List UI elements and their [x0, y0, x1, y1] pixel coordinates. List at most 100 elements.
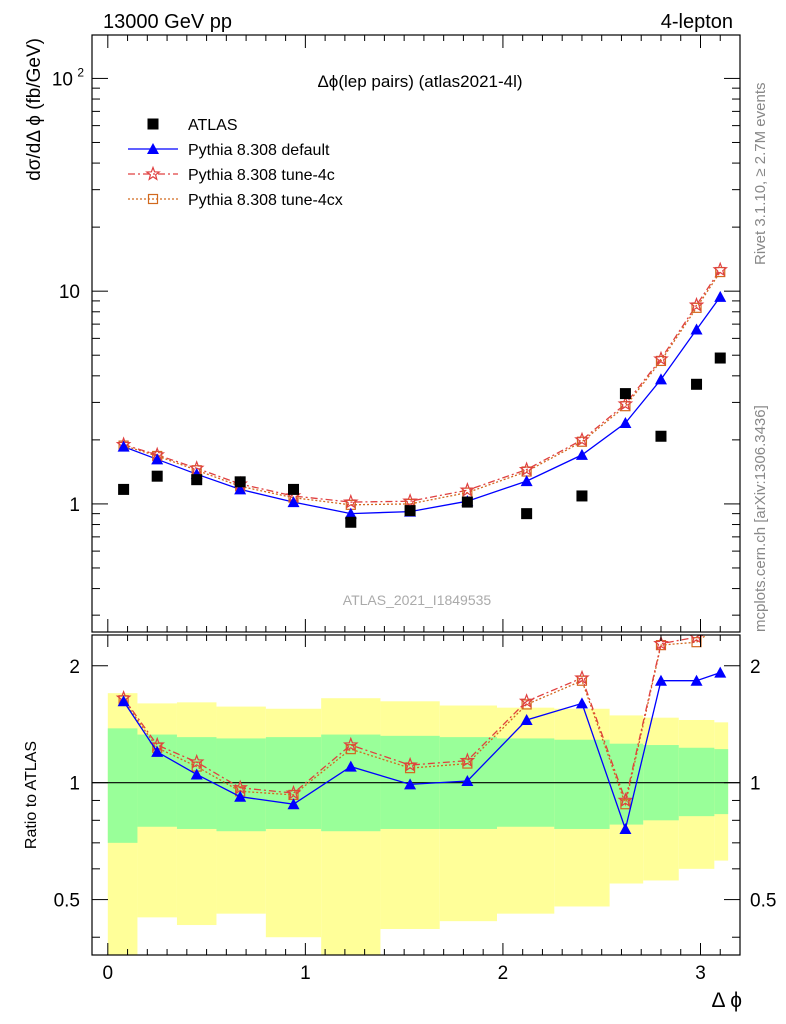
ratio-data-point	[690, 674, 703, 686]
analysis-watermark: ATLAS_2021_I1849535	[343, 592, 492, 608]
ratio-data-point	[342, 736, 359, 752]
legend-label: Pythia 8.308 tune-4cx	[188, 192, 343, 209]
main-data-point	[287, 496, 300, 508]
ratio-data-point	[285, 784, 302, 800]
main-data-point	[617, 395, 634, 411]
ratio-data-point	[617, 792, 634, 808]
main-data-point	[118, 483, 130, 495]
ratio-data-point	[575, 697, 588, 709]
main-y-tick-label: 1	[69, 495, 80, 516]
header-right-label: 4-lepton	[661, 11, 733, 33]
ratio-data-point	[402, 756, 418, 772]
main-plot: 1 10 10 2 ATLAS Pythia 8.308 default Pythia 8…	[24, 34, 741, 633]
ratio-data-point	[404, 778, 417, 790]
legend-label: ATLAS	[188, 117, 238, 134]
legend-label: Pythia 8.308 default	[188, 142, 330, 159]
main-y-tick-label: 10	[59, 282, 80, 303]
main-data-point	[655, 355, 667, 367]
legend-marker	[145, 165, 161, 181]
ratio-plot: 0 1 2 3 0.5 0.5 1 1 2 2 Ratio to ATLAS Δ ϕ	[23, 615, 776, 1012]
main-series-line	[123, 269, 721, 503]
main-data-point	[344, 507, 357, 519]
ratio-data-point	[188, 753, 205, 769]
x-tick-label: 3	[695, 963, 706, 984]
main-data-point	[714, 352, 726, 364]
ratio-series-line	[123, 671, 721, 832]
ratio-data-point	[287, 798, 300, 810]
ratio-band-inner	[554, 739, 610, 829]
ratio-data-point	[151, 745, 164, 757]
main-series-line	[123, 271, 721, 506]
ratio-data-point	[619, 822, 632, 834]
main-data-point	[404, 505, 416, 517]
mcplots-citation-label: mcplots.cern.ch [arXiv:1306.3436]	[752, 405, 769, 632]
legend-marker	[147, 118, 159, 130]
main-data-point	[619, 388, 631, 400]
main-data-point	[151, 470, 163, 482]
main-data-point	[461, 496, 473, 508]
ratio-data-point	[521, 699, 532, 710]
ratio-y-tick-label-right: 1	[750, 774, 761, 795]
ratio-data-point	[404, 763, 416, 774]
main-data-point	[619, 417, 632, 429]
main-data-point	[576, 436, 588, 447]
main-data-point	[655, 430, 667, 442]
ratio-y-tick-label: 2	[69, 657, 80, 678]
main-data-point	[117, 440, 130, 452]
ratio-data-point	[117, 695, 130, 707]
ratio-y-tick-label-right: 0.5	[750, 891, 776, 912]
main-data-point	[151, 453, 164, 465]
ratio-band-inner	[714, 749, 729, 815]
ratio-data-point	[461, 774, 474, 786]
legend-label: Pythia 8.308 tune-4c	[188, 167, 335, 184]
main-data-point	[714, 290, 727, 302]
main-plot-frame	[91, 34, 741, 633]
x-tick-label: 2	[498, 963, 509, 984]
ratio-y-tick-label: 1	[69, 774, 80, 795]
main-data-point	[620, 401, 631, 412]
ratio-data-point	[714, 615, 726, 627]
ratio-y-tick-label: 0.5	[54, 891, 80, 912]
main-data-point	[518, 461, 535, 477]
ratio-data-point	[653, 635, 669, 651]
ratio-data-point	[190, 768, 203, 780]
main-data-point	[459, 481, 476, 497]
main-data-point	[234, 476, 246, 488]
rivet-version-label: Rivet 3.1.10, ≥ 2.7M events	[752, 83, 769, 266]
main-data-point	[288, 483, 300, 495]
ratio-data-point	[576, 675, 588, 686]
ratio-data-point	[714, 666, 727, 678]
main-data-point	[521, 508, 533, 520]
ratio-data-point	[574, 669, 590, 685]
main-data-point	[712, 261, 729, 277]
ratio-y-tick-label-right: 2	[750, 657, 761, 678]
ratio-data-point	[459, 752, 476, 768]
ratio-band-inner	[678, 747, 715, 817]
main-data-point	[654, 373, 667, 385]
header-left-label: 13000 GeV pp	[103, 11, 232, 33]
main-data-point	[691, 378, 703, 390]
ratio-plot-frame	[91, 634, 741, 956]
main-data-point	[345, 516, 357, 528]
main-data-point	[691, 302, 702, 313]
legend-marker	[147, 193, 159, 205]
ratio-data-point	[654, 674, 667, 686]
legend: ATLAS Pythia 8.308 default Pythia 8.308 tu…	[128, 117, 343, 209]
main-data-point	[576, 490, 588, 502]
main-y-axis-label: dσ/dΔ ϕ (fb/GeV)	[24, 38, 45, 181]
main-data-point	[575, 448, 588, 460]
main-data-point	[715, 266, 726, 278]
ratio-band-inner	[107, 728, 138, 843]
x-tick-label: 0	[103, 963, 114, 984]
main-data-point	[520, 475, 533, 487]
main-data-point	[342, 493, 359, 509]
ratio-data-point	[234, 790, 247, 802]
x-tick-label: 1	[300, 963, 311, 984]
legend-marker	[147, 143, 159, 154]
ratio-data-point	[518, 693, 535, 709]
main-data-point	[653, 350, 669, 366]
x-axis-label: Δ ϕ	[712, 989, 742, 1012]
ratio-data-point	[344, 760, 357, 772]
ratio-series-line	[123, 635, 701, 803]
main-data-point	[234, 483, 247, 495]
